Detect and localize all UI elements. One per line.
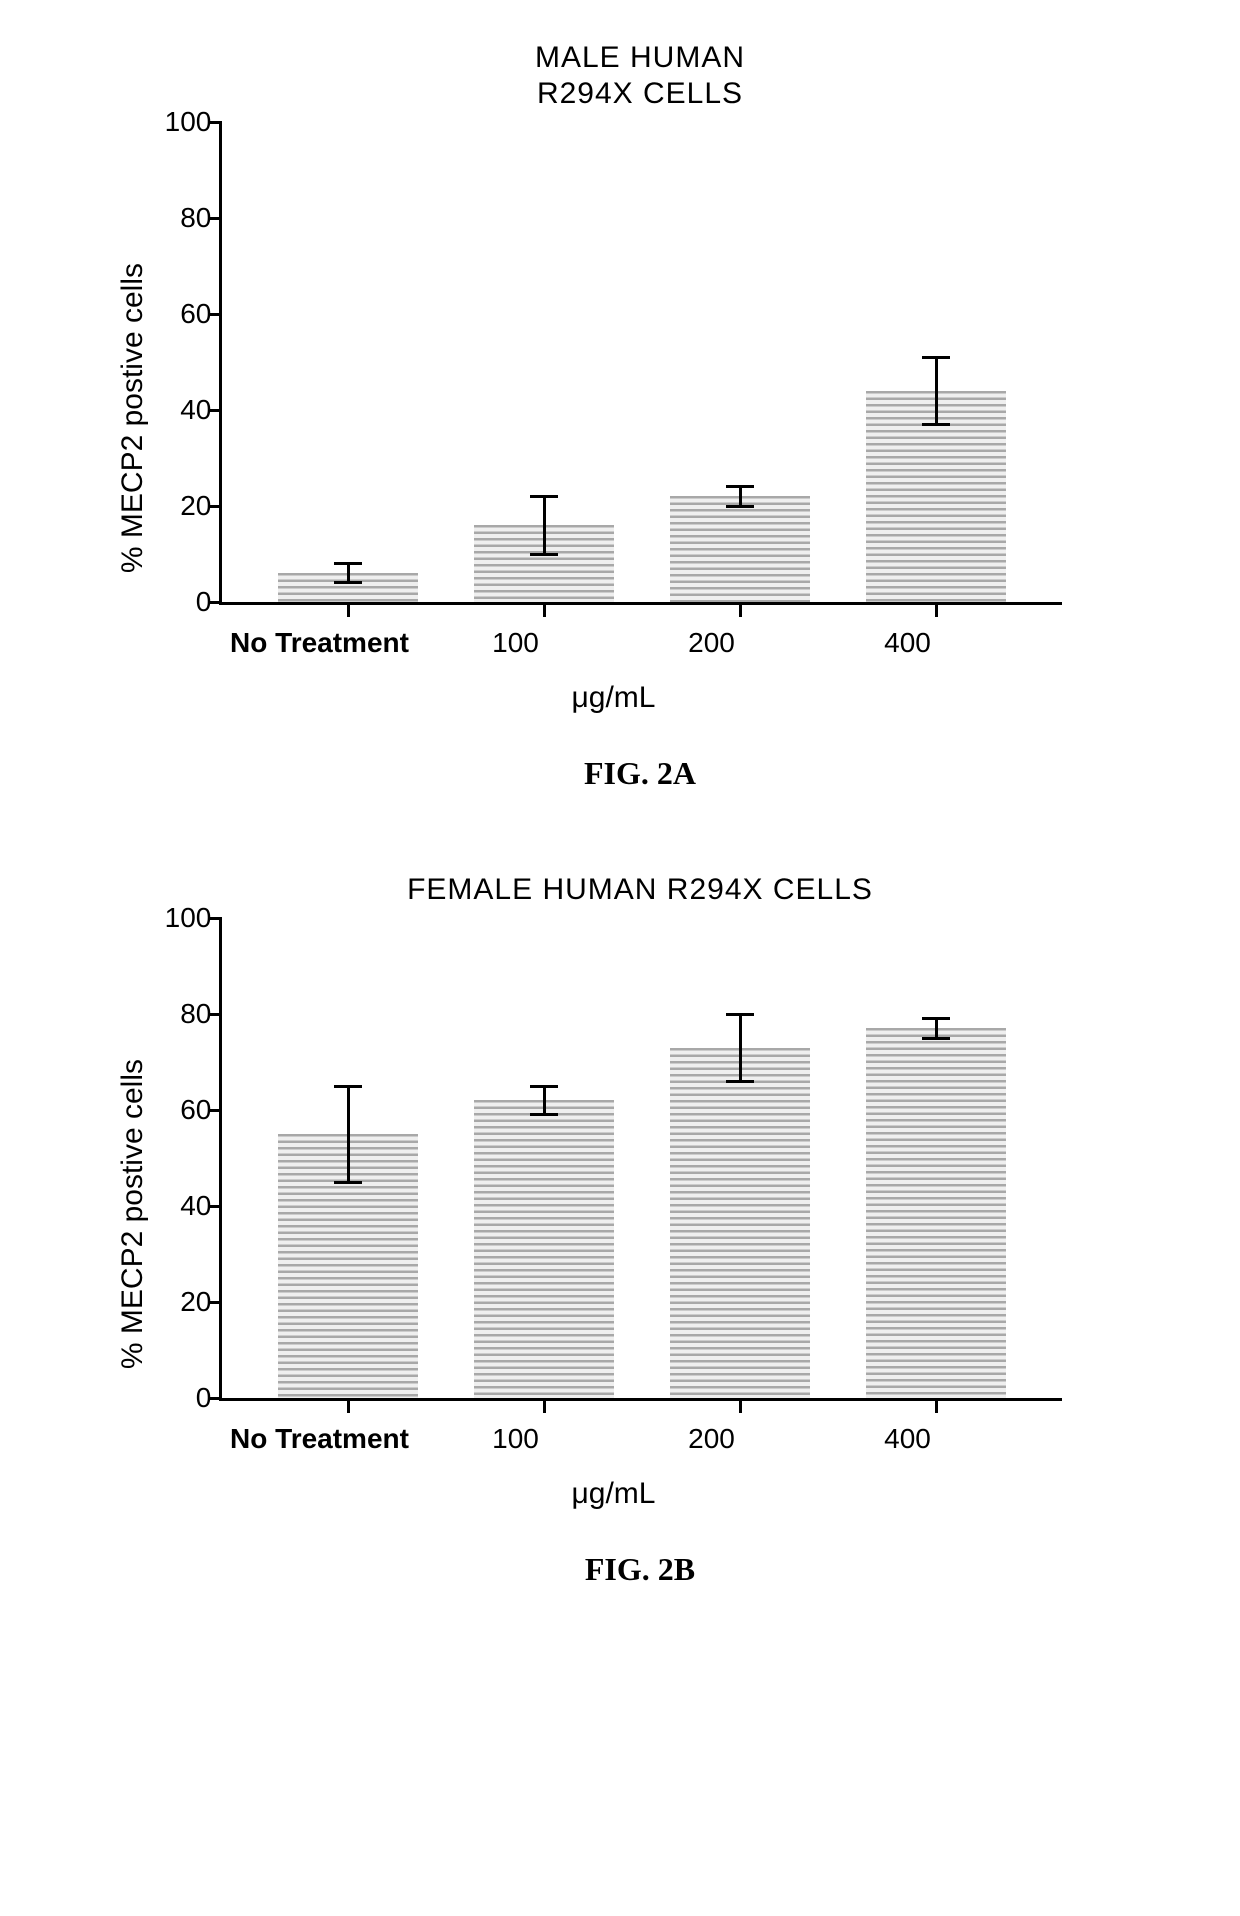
error-bar-line (935, 1019, 938, 1038)
x-tick-mark (347, 602, 350, 617)
chart-b-yticks: 100 80 60 40 20 0 (165, 918, 212, 1398)
chart-a-plot-col: 100 80 60 40 20 0 No Treatment100200400 … (165, 122, 1063, 715)
bar-area (222, 918, 1062, 1398)
x-tick-label: 400 (810, 627, 1006, 659)
chart-a: MALE HUMAN R294X CELLS % MECP2 postive c… (116, 40, 1165, 792)
y-tick-mark (210, 1205, 222, 1208)
error-bar-cap-bottom (334, 1181, 362, 1184)
y-tick-mark (210, 1397, 222, 1400)
error-bar-cap-top (922, 1017, 950, 1020)
x-tick-mark (935, 602, 938, 617)
bar (670, 1048, 810, 1398)
error-bar-line (739, 1014, 742, 1081)
bar-area (222, 122, 1062, 602)
chart-a-xticks: No Treatment100200400 (194, 627, 1034, 659)
chart-a-yticks: 100 80 60 40 20 0 (165, 122, 212, 602)
bar-slot (642, 1048, 838, 1398)
bar-slot (250, 573, 446, 602)
chart-b-caption: FIG. 2B (585, 1551, 695, 1588)
chart-b-plot-row: 100 80 60 40 20 0 (165, 918, 1063, 1401)
error-bar-cap-bottom (922, 423, 950, 426)
error-bar-cap-top (922, 356, 950, 359)
chart-a-caption: FIG. 2A (584, 755, 696, 792)
error-bar-cap-bottom (726, 1080, 754, 1083)
bar-slot (446, 1100, 642, 1398)
x-tick-label: 200 (614, 627, 810, 659)
x-tick-mark (543, 602, 546, 617)
chart-a-xlabel: μg/mL (572, 681, 656, 715)
error-bar-cap-top (726, 1013, 754, 1016)
chart-b-plot-col: 100 80 60 40 20 0 No Treatment100200400 … (165, 918, 1063, 1511)
error-bar-cap-bottom (530, 1113, 558, 1116)
chart-b-ylabel: % MECP2 postive cells (116, 1059, 150, 1369)
error-bar-cap-top (334, 562, 362, 565)
x-tick-mark (543, 1398, 546, 1413)
x-tick-mark (739, 1398, 742, 1413)
y-tick-mark (210, 217, 222, 220)
x-tick-label: No Treatment (222, 627, 418, 659)
x-tick-mark (739, 602, 742, 617)
error-bar-cap-top (726, 485, 754, 488)
y-tick-mark (210, 1109, 222, 1112)
x-tick-label: No Treatment (222, 1423, 418, 1455)
error-bar-line (543, 496, 546, 554)
y-tick-mark (210, 1301, 222, 1304)
chart-a-ylabel: % MECP2 postive cells (116, 263, 150, 573)
chart-b: FEMALE HUMAN R294X CELLS % MECP2 postive… (116, 872, 1165, 1588)
chart-a-plot-area (219, 122, 1062, 605)
chart-b-title: FEMALE HUMAN R294X CELLS (407, 872, 873, 908)
error-bar-line (935, 357, 938, 424)
chart-b-xlabel: μg/mL (572, 1477, 656, 1511)
bar-slot (250, 1134, 446, 1398)
x-tick-label: 200 (614, 1423, 810, 1455)
bar-slot (446, 525, 642, 602)
bar (866, 1028, 1006, 1398)
error-bar-line (347, 564, 350, 583)
chart-b-wrap: % MECP2 postive cells 100 80 60 40 20 0 … (116, 918, 1165, 1511)
y-tick-mark (210, 313, 222, 316)
error-bar-cap-top (334, 1085, 362, 1088)
error-bar-line (543, 1086, 546, 1115)
chart-b-xticks: No Treatment100200400 (194, 1423, 1034, 1455)
chart-a-wrap: % MECP2 postive cells 100 80 60 40 20 0 (116, 122, 1165, 715)
bar (866, 391, 1006, 602)
x-tick-label: 100 (418, 627, 614, 659)
error-bar-line (347, 1086, 350, 1182)
x-tick-mark (935, 1398, 938, 1413)
bar-slot (642, 496, 838, 602)
error-bar-cap-bottom (530, 553, 558, 556)
chart-b-plot-area (219, 918, 1062, 1401)
bar-slot (838, 391, 1034, 602)
bar (474, 1100, 614, 1398)
chart-a-plot-row: 100 80 60 40 20 0 (165, 122, 1063, 605)
y-tick-mark (210, 917, 222, 920)
y-tick-mark (210, 1013, 222, 1016)
y-tick-mark (210, 505, 222, 508)
page: MALE HUMAN R294X CELLS % MECP2 postive c… (20, 40, 1240, 1668)
error-bar-cap-bottom (334, 581, 362, 584)
error-bar-cap-top (530, 495, 558, 498)
chart-a-title: MALE HUMAN R294X CELLS (535, 40, 745, 112)
error-bar-cap-bottom (922, 1037, 950, 1040)
x-tick-mark (347, 1398, 350, 1413)
bar (670, 496, 810, 602)
bar-slot (838, 1028, 1034, 1398)
bar (474, 525, 614, 602)
error-bar-cap-bottom (726, 505, 754, 508)
error-bar-cap-top (530, 1085, 558, 1088)
bar (278, 1134, 418, 1398)
y-tick-mark (210, 121, 222, 124)
y-tick-mark (210, 409, 222, 412)
bar (278, 573, 418, 602)
x-tick-label: 100 (418, 1423, 614, 1455)
y-tick-mark (210, 601, 222, 604)
x-tick-label: 400 (810, 1423, 1006, 1455)
error-bar-line (739, 487, 742, 506)
